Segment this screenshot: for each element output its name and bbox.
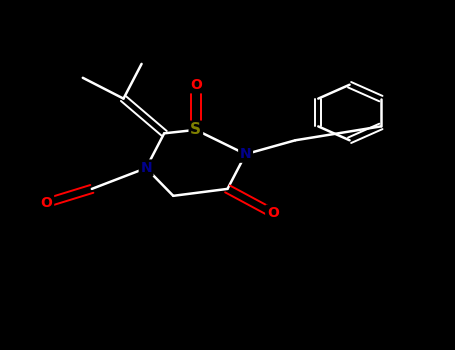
Text: O: O [190,78,202,92]
Text: O: O [267,206,278,220]
Text: N: N [240,147,252,161]
Text: S: S [190,122,202,137]
Text: O: O [40,196,52,210]
Text: N: N [140,161,152,175]
